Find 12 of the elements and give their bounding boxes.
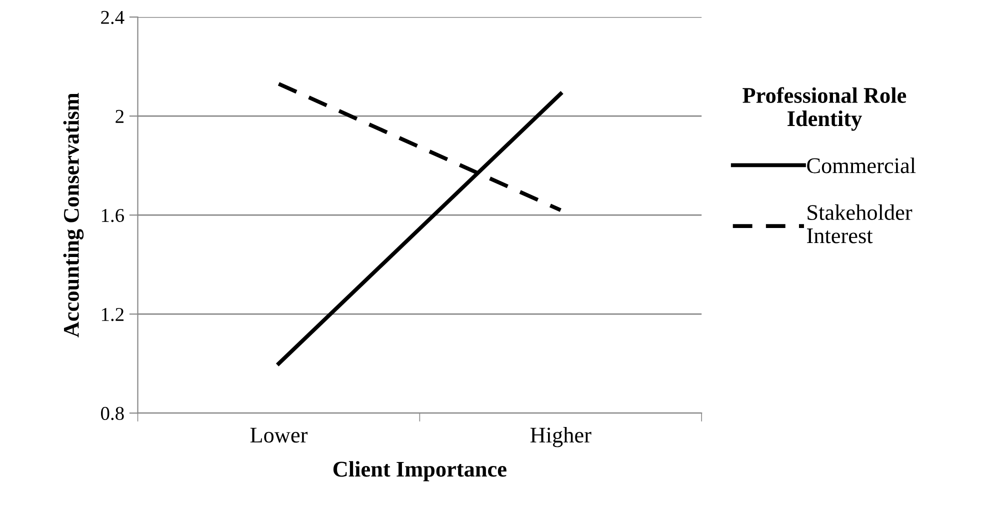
x-tick-label: Lower <box>250 428 308 443</box>
y-axis-title: Accounting Conservatism <box>63 92 84 338</box>
legend-label: Stakeholder Interest <box>807 204 912 244</box>
x-tick-label: Higher <box>530 426 592 448</box>
y-tick-label: 0.8 <box>101 406 124 420</box>
y-tick-label: 1.6 <box>102 208 124 222</box>
y-tick-label: 2.4 <box>101 10 124 24</box>
legend-label: Commercial <box>807 158 916 174</box>
legend-title: Professional Role Identity <box>742 87 906 131</box>
x-axis-title: Client Importance <box>333 461 506 482</box>
y-tick-label: 2 <box>116 110 124 123</box>
y-tick-label: 1.2 <box>102 308 124 322</box>
